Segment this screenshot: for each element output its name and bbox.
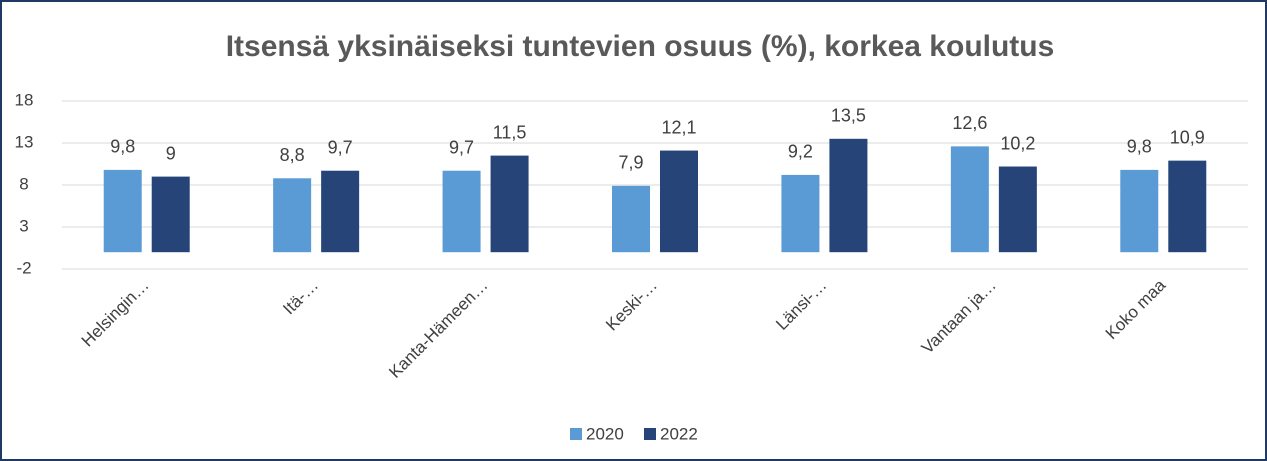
data-label: 7,9 [618,153,643,173]
chart-title: Itsensä yksinäiseksi tuntevien osuus (%)… [226,30,1055,63]
bar [660,150,698,253]
legend-swatch [570,428,582,440]
data-label: 9,7 [328,137,353,157]
data-label: 11,5 [493,122,527,142]
data-label: 12,1 [661,117,696,137]
bar [1120,169,1159,253]
data-label: 10,9 [1170,127,1205,147]
bar [998,166,1037,253]
bar [321,170,360,253]
bar [781,174,820,253]
bar [950,146,989,253]
legend-label: 2020 [586,424,624,443]
data-label: 9,2 [788,142,813,162]
data-label: 10,2 [1000,133,1035,153]
bar [829,138,868,253]
y-tick-label: 13 [15,132,34,151]
y-tick-label: 18 [15,90,34,109]
y-tick-label: -2 [16,258,31,277]
legend-label: 2022 [660,424,698,443]
data-label: 9,8 [110,137,135,157]
data-label: 9,7 [449,137,474,157]
bar [442,170,481,253]
data-label: 9,8 [1127,137,1152,157]
bar [151,176,190,253]
legend-swatch [644,428,656,440]
bar [273,178,312,253]
data-label: 12,6 [952,113,987,133]
bar [612,185,650,253]
data-label: 8,8 [280,145,305,165]
y-tick-label: 3 [19,216,28,235]
bar [490,155,529,253]
bar [103,169,142,253]
y-tick-label: 8 [19,174,28,193]
data-label: 9 [166,143,176,163]
bar [1168,160,1207,253]
data-label: 13,5 [831,106,866,126]
